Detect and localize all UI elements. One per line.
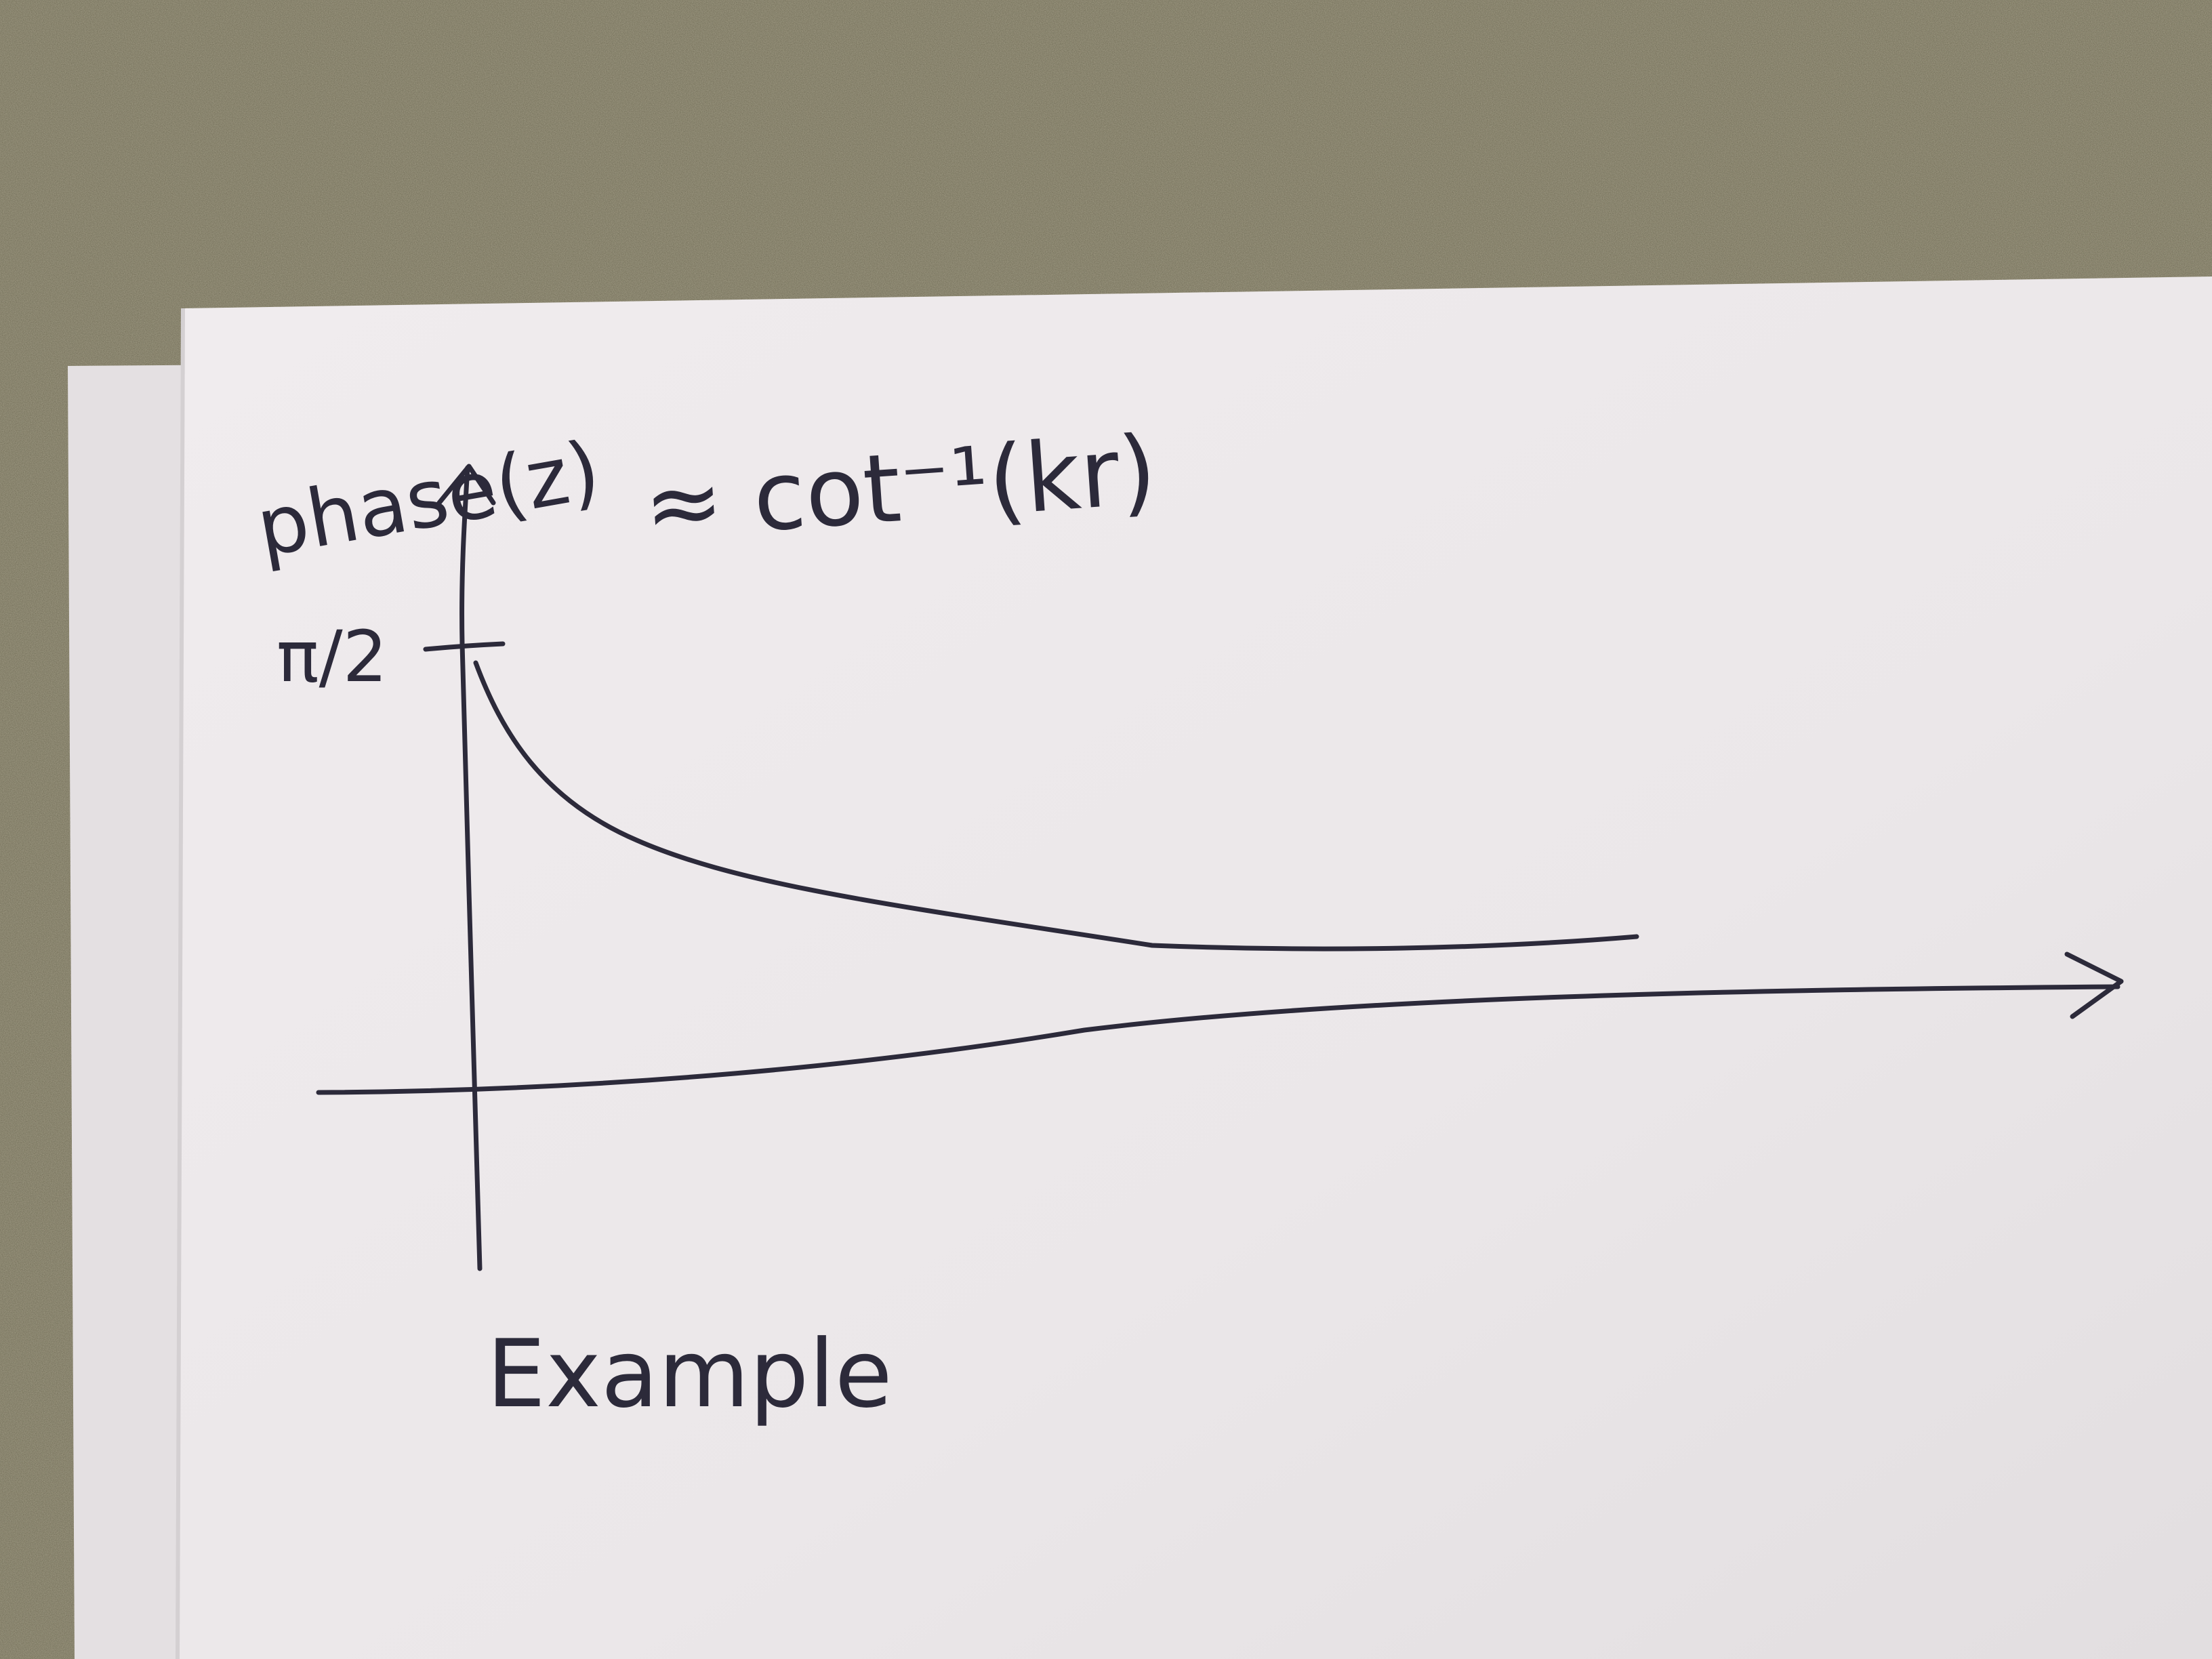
caption-example: Example <box>487 1319 893 1429</box>
x-axis-arrowhead <box>2064 951 2124 1019</box>
decay-curve <box>473 660 1639 951</box>
pi-half-tick <box>423 641 506 652</box>
x-axis <box>316 984 2121 1095</box>
tick-label-pi-half: π/2 <box>276 615 388 698</box>
y-axis-arrowhead <box>436 464 496 506</box>
paper-sheet <box>178 276 2212 1659</box>
sketch <box>316 464 2124 1271</box>
y-axis <box>459 465 483 1271</box>
paper-edge <box>176 308 185 1659</box>
